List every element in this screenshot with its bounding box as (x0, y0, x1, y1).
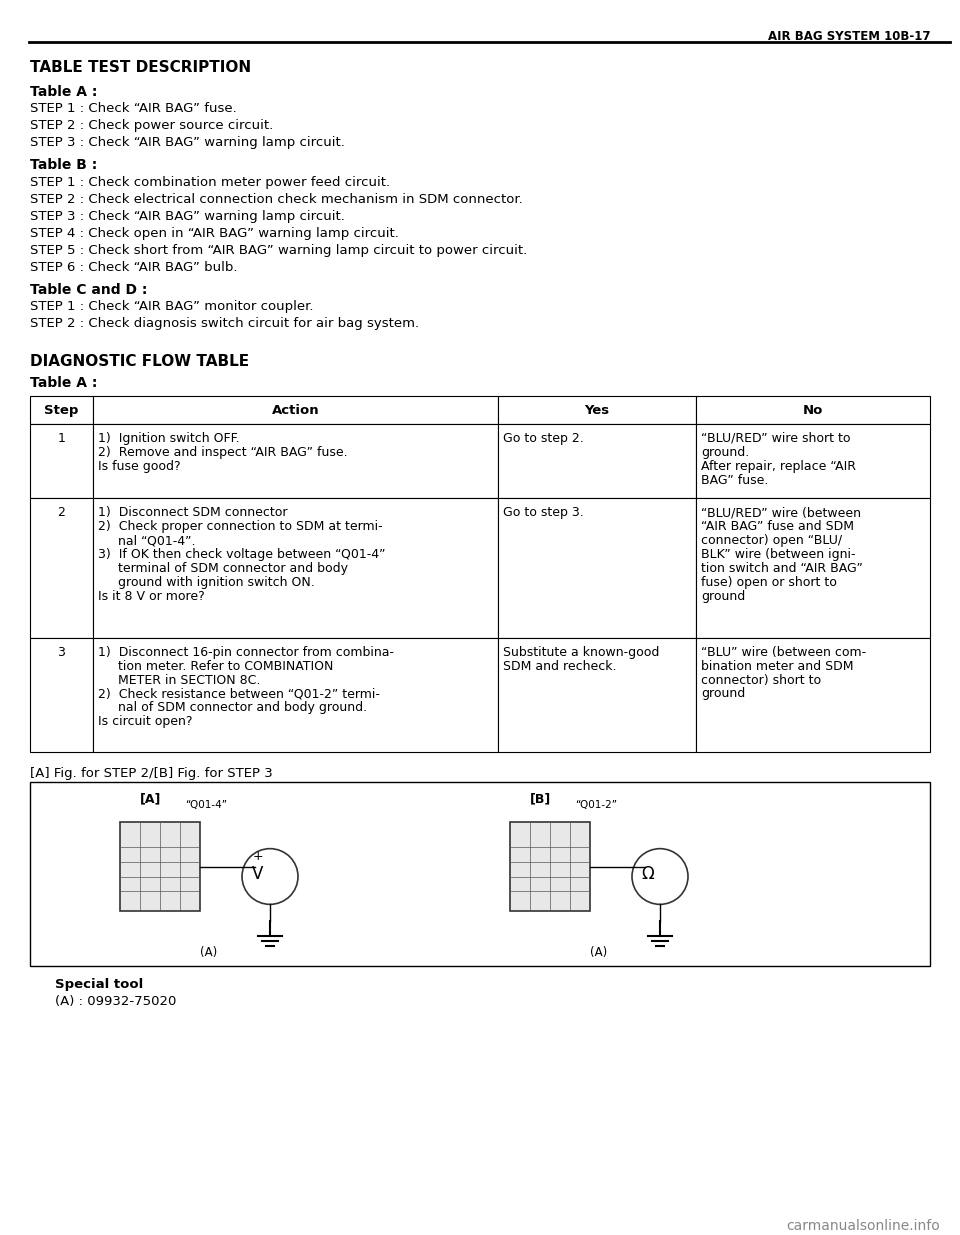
Bar (120, 821, 200, 911)
Bar (30, 782, 930, 966)
Bar (30, 637, 93, 752)
Text: 1)  Disconnect 16-pin connector from combina-: 1) Disconnect 16-pin connector from comb… (98, 646, 394, 658)
Circle shape (632, 848, 688, 904)
Text: connector) short to: connector) short to (701, 673, 821, 687)
Text: V: V (252, 864, 264, 883)
Text: (A) : 09932-75020: (A) : 09932-75020 (55, 995, 177, 1008)
Bar (93, 499, 498, 637)
Text: “BLU/RED” wire short to: “BLU/RED” wire short to (701, 432, 851, 445)
Bar (498, 499, 696, 637)
Text: Go to step 2.: Go to step 2. (503, 432, 584, 445)
Bar (30, 424, 93, 499)
Text: “Q01-2”: “Q01-2” (575, 800, 617, 810)
Bar (696, 499, 930, 637)
Text: DIAGNOSTIC FLOW TABLE: DIAGNOSTIC FLOW TABLE (30, 354, 250, 369)
Text: ground with ignition switch ON.: ground with ignition switch ON. (98, 576, 315, 589)
Bar (93, 396, 498, 424)
Text: STEP 5 : Check short from “AIR BAG” warning lamp circuit to power circuit.: STEP 5 : Check short from “AIR BAG” warn… (30, 243, 527, 257)
Text: Ω: Ω (641, 864, 655, 883)
Text: Action: Action (272, 404, 320, 417)
Text: 2: 2 (58, 506, 65, 520)
Text: STEP 2 : Check diagnosis switch circuit for air bag system.: STEP 2 : Check diagnosis switch circuit … (30, 317, 420, 331)
Bar (30, 396, 93, 424)
Text: tion meter. Refer to COMBINATION: tion meter. Refer to COMBINATION (98, 659, 333, 673)
Text: nal “Q01-4”.: nal “Q01-4”. (98, 535, 196, 547)
Bar (93, 424, 498, 499)
Text: Go to step 3.: Go to step 3. (503, 506, 584, 520)
Text: AIR BAG SYSTEM 10B-17: AIR BAG SYSTEM 10B-17 (767, 30, 930, 43)
Text: fuse) open or short to: fuse) open or short to (701, 576, 837, 589)
Bar (510, 821, 590, 911)
Text: [A]: [A] (140, 792, 161, 805)
Text: Table B :: Table B : (30, 158, 97, 172)
Text: STEP 1 : Check “AIR BAG” fuse.: STEP 1 : Check “AIR BAG” fuse. (30, 103, 237, 116)
Text: 3: 3 (58, 646, 65, 658)
Text: 2)  Check proper connection to SDM at termi-: 2) Check proper connection to SDM at ter… (98, 520, 383, 534)
Circle shape (242, 848, 298, 904)
Text: STEP 6 : Check “AIR BAG” bulb.: STEP 6 : Check “AIR BAG” bulb. (30, 261, 237, 274)
Text: bination meter and SDM: bination meter and SDM (701, 659, 853, 673)
Text: STEP 1 : Check combination meter power feed circuit.: STEP 1 : Check combination meter power f… (30, 177, 390, 189)
Bar (498, 396, 696, 424)
Text: Table A :: Table A : (30, 377, 97, 390)
Text: 1: 1 (58, 432, 65, 445)
Text: BLK” wire (between igni-: BLK” wire (between igni- (701, 548, 855, 561)
Text: METER in SECTION 8C.: METER in SECTION 8C. (98, 673, 260, 687)
Text: Step: Step (44, 404, 79, 417)
Text: (A): (A) (200, 946, 217, 960)
Text: Is fuse good?: Is fuse good? (98, 459, 180, 473)
Text: 2)  Remove and inspect “AIR BAG” fuse.: 2) Remove and inspect “AIR BAG” fuse. (98, 446, 348, 458)
Text: connector) open “BLU/: connector) open “BLU/ (701, 535, 842, 547)
Bar (30, 499, 93, 637)
Text: BAG” fuse.: BAG” fuse. (701, 473, 768, 487)
Text: Is it 8 V or more?: Is it 8 V or more? (98, 590, 204, 603)
Text: “Q01-4”: “Q01-4” (185, 800, 227, 810)
Text: Substitute a known-good: Substitute a known-good (503, 646, 660, 658)
Text: terminal of SDM connector and body: terminal of SDM connector and body (98, 562, 348, 576)
Text: [B]: [B] (530, 792, 551, 805)
Text: 1)  Ignition switch OFF.: 1) Ignition switch OFF. (98, 432, 240, 445)
Bar (93, 637, 498, 752)
Bar (498, 424, 696, 499)
Text: SDM and recheck.: SDM and recheck. (503, 659, 616, 673)
Text: +: + (252, 850, 263, 862)
Text: [A] Fig. for STEP 2/[B] Fig. for STEP 3: [A] Fig. for STEP 2/[B] Fig. for STEP 3 (30, 767, 273, 781)
Bar (696, 637, 930, 752)
Text: Table C and D :: Table C and D : (30, 283, 148, 296)
Text: STEP 2 : Check electrical connection check mechanism in SDM connector.: STEP 2 : Check electrical connection che… (30, 193, 523, 206)
Text: STEP 2 : Check power source circuit.: STEP 2 : Check power source circuit. (30, 120, 274, 132)
Bar (696, 424, 930, 499)
Text: “BLU/RED” wire (between: “BLU/RED” wire (between (701, 506, 861, 520)
Text: STEP 4 : Check open in “AIR BAG” warning lamp circuit.: STEP 4 : Check open in “AIR BAG” warning… (30, 227, 398, 240)
Bar (696, 396, 930, 424)
Text: ground.: ground. (701, 446, 749, 458)
Text: tion switch and “AIR BAG”: tion switch and “AIR BAG” (701, 562, 863, 576)
Text: STEP 3 : Check “AIR BAG” warning lamp circuit.: STEP 3 : Check “AIR BAG” warning lamp ci… (30, 136, 345, 149)
Text: 3)  If OK then check voltage between “Q01-4”: 3) If OK then check voltage between “Q01… (98, 548, 386, 561)
Text: Special tool: Special tool (55, 978, 143, 990)
Text: After repair, replace “AIR: After repair, replace “AIR (701, 459, 856, 473)
Text: STEP 3 : Check “AIR BAG” warning lamp circuit.: STEP 3 : Check “AIR BAG” warning lamp ci… (30, 210, 345, 224)
Text: 1)  Disconnect SDM connector: 1) Disconnect SDM connector (98, 506, 287, 520)
Text: “BLU” wire (between com-: “BLU” wire (between com- (701, 646, 866, 658)
Text: Is circuit open?: Is circuit open? (98, 715, 193, 729)
Text: No: No (803, 404, 823, 417)
Text: (A): (A) (590, 946, 608, 960)
Bar (498, 637, 696, 752)
Text: ground: ground (701, 688, 745, 700)
Text: STEP 1 : Check “AIR BAG” monitor coupler.: STEP 1 : Check “AIR BAG” monitor coupler… (30, 300, 314, 314)
Text: 2)  Check resistance between “Q01-2” termi-: 2) Check resistance between “Q01-2” term… (98, 688, 380, 700)
Text: Yes: Yes (585, 404, 610, 417)
Text: TABLE TEST DESCRIPTION: TABLE TEST DESCRIPTION (30, 59, 252, 74)
Text: nal of SDM connector and body ground.: nal of SDM connector and body ground. (98, 701, 367, 714)
Text: “AIR BAG” fuse and SDM: “AIR BAG” fuse and SDM (701, 520, 854, 534)
Text: carmanualsonline.info: carmanualsonline.info (786, 1219, 940, 1233)
Text: ground: ground (701, 590, 745, 603)
Text: Table A :: Table A : (30, 84, 97, 99)
